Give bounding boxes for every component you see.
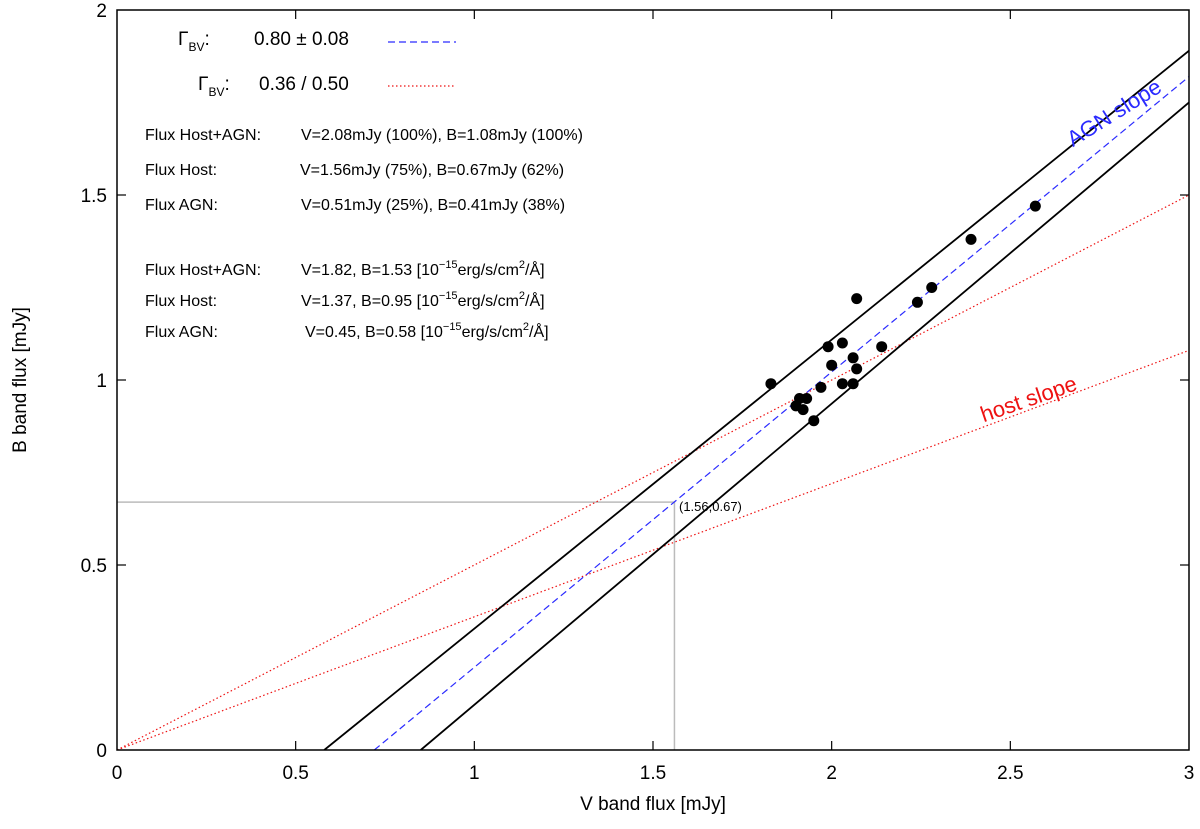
annotation-unit: erg/s/cm: [458, 262, 519, 279]
annotation-label: Flux Host+AGN:: [145, 262, 261, 279]
y-tick-label: 1.5: [81, 186, 107, 207]
annotation-exponent: −15: [443, 321, 462, 333]
annotation-mjy-total: Flux Host+AGN: V=2.08mJy (100%), B=1.08m…: [145, 127, 583, 144]
annotation-mjy-host: Flux Host: V=1.56mJy (75%), B=0.67mJy (6…: [145, 162, 564, 179]
data-point: [815, 381, 827, 393]
data-point: [876, 341, 888, 353]
data-point: [965, 233, 977, 245]
y-tick-label: 0.5: [81, 556, 107, 577]
annotation-value: V=2.08mJy (100%), B=1.08mJy (100%): [301, 127, 583, 144]
annotation-flux-host: Flux Host: V=1.37, B=0.95 [10−15erg/s/cm…: [145, 290, 545, 310]
line-host-slope-0-50: [117, 194, 1189, 750]
annotation-label: Flux AGN:: [145, 197, 218, 214]
data-point: [847, 378, 859, 390]
annotations: Flux Host+AGN: V=2.08mJy (100%), B=1.08m…: [145, 127, 583, 341]
points-layer: [765, 200, 1041, 427]
annotation-flux-agn: Flux AGN: V=0.45, B=0.58 [10−15erg/s/cm2…: [145, 321, 549, 341]
x-tick-label: 2.5: [997, 763, 1023, 784]
legend-value-agn: 0.80 ± 0.08: [254, 29, 349, 50]
legend-gamma-subscript: BV: [208, 85, 224, 99]
annotation-unit-tail: /Å]: [529, 322, 549, 341]
annotation-unit: erg/s/cm: [458, 293, 519, 310]
legend-gamma-host: ΓBV:: [198, 74, 230, 99]
legend-gamma-subscript: BV: [188, 40, 204, 54]
data-point: [797, 404, 809, 416]
legend: ΓBV: 0.80 ± 0.08 ΓBV: 0.36 / 0.50: [178, 29, 456, 99]
annotation-label: Flux Host:: [145, 162, 217, 179]
annotation-unit-tail: /Å]: [525, 260, 545, 279]
x-tick-label: 3: [1184, 763, 1195, 784]
y-tick-label: 2: [96, 1, 107, 22]
data-point: [808, 415, 820, 427]
x-axis-label: V band flux [mJy]: [580, 794, 726, 815]
annotation-value-main: V=1.37, B=0.95 [10: [301, 293, 439, 310]
line-agn-slope-fit: [373, 76, 1189, 750]
y-tick-label: 0: [96, 741, 107, 762]
annotation-value: V=1.37, B=0.95 [10−15erg/s/cm2/Å]: [301, 290, 545, 310]
x-tick-label: 0: [112, 763, 123, 784]
x-tick-label: 2: [826, 763, 837, 784]
data-point: [836, 378, 848, 390]
data-point: [826, 359, 838, 371]
annotation-mjy-agn: Flux AGN: V=0.51mJy (25%), B=0.41mJy (38…: [145, 197, 565, 214]
x-tick-label: 1: [469, 763, 480, 784]
data-point: [926, 282, 938, 293]
y-axis-label: B band flux [mJy]: [10, 307, 31, 453]
legend-entry-agn: ΓBV: 0.80 ± 0.08: [178, 29, 456, 54]
line-fit-bound-upper: [323, 50, 1189, 750]
annotation-unit-exponent: 2: [519, 259, 525, 271]
annotation-value: V=0.51mJy (25%), B=0.41mJy (38%): [301, 197, 565, 214]
plot-area-bg: [117, 10, 1189, 750]
legend-gamma-symbol: Γ: [198, 74, 208, 95]
line-fit-bound-lower: [420, 101, 1189, 750]
annotation-value: V=1.82, B=1.53 [10−15erg/s/cm2/Å]: [301, 259, 545, 279]
data-point: [911, 296, 923, 308]
annotation-flux-total: Flux Host+AGN: V=1.82, B=1.53 [10−15erg/…: [145, 259, 545, 279]
annotation-unit-exponent: 2: [519, 290, 525, 302]
host-point-label: (1.56,0.67): [679, 499, 742, 514]
line-host-slope-0-36: [117, 349, 1189, 750]
data-point: [851, 293, 863, 305]
annotation-label: Flux Host:: [145, 293, 217, 310]
legend-gamma-agn: ΓBV:: [178, 29, 210, 54]
annotation-label: Flux AGN:: [145, 324, 218, 341]
data-point: [1029, 200, 1041, 212]
data-point: [836, 337, 848, 349]
data-point: [801, 393, 813, 404]
annotation-value: V=1.56mJy (75%), B=0.67mJy (62%): [300, 162, 564, 179]
data-point: [851, 363, 863, 375]
lines-layer: [117, 50, 1189, 750]
data-point: [822, 341, 834, 353]
ticks-layer: 0 0.5 1 1.5 2 2.5 3 0 0.5 1 1.5 2: [81, 1, 1195, 784]
annotation-exponent: −15: [439, 259, 458, 271]
data-point: [765, 378, 777, 390]
y-tick-label: 1: [96, 371, 107, 392]
legend-value-host: 0.36 / 0.50: [259, 74, 349, 95]
data-point: [847, 352, 859, 364]
annotation-unit-tail: /Å]: [525, 291, 545, 310]
x-tick-label: 0.5: [282, 763, 308, 784]
x-tick-label: 1.5: [640, 763, 666, 784]
annotation-exponent: −15: [439, 290, 458, 302]
annotation-value: V=0.45, B=0.58 [10−15erg/s/cm2/Å]: [305, 321, 549, 341]
annotation-label: Flux Host+AGN:: [145, 127, 261, 144]
legend-gamma-symbol: Γ: [178, 29, 188, 50]
annotation-value-main: V=1.82, B=1.53 [10: [301, 262, 439, 279]
annotation-unit: erg/s/cm: [462, 324, 523, 341]
annotation-unit-exponent: 2: [523, 321, 529, 333]
annotation-value-main: V=0.45, B=0.58 [10: [305, 324, 443, 341]
legend-entry-host: ΓBV: 0.36 / 0.50: [198, 74, 456, 99]
